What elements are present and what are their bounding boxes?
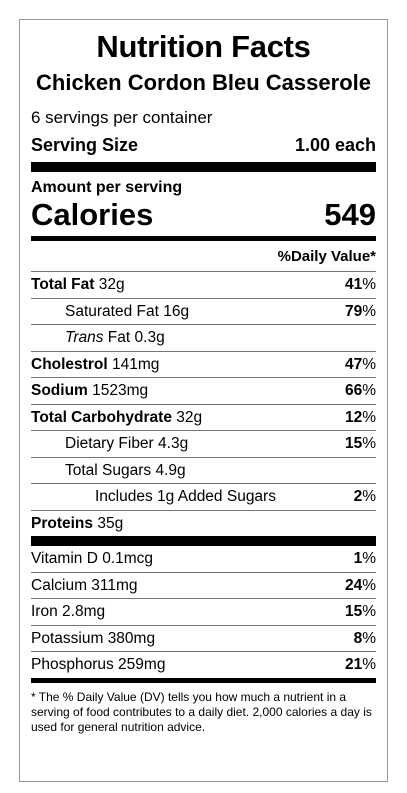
label-title: Nutrition Facts xyxy=(96,29,311,64)
nutrient-name-suffix: Fat xyxy=(107,329,131,346)
vitamin-row-vitamin-d: Vitamin D 0.1mcg 1% xyxy=(31,546,376,572)
nutrient-dv: 47% xyxy=(344,355,376,373)
nutrient-amount: 16g xyxy=(163,302,190,320)
nutrient-amount: 0.3g xyxy=(134,329,165,346)
nutrient-dv: 79% xyxy=(344,302,376,320)
nutrient-dv: 66% xyxy=(344,382,376,399)
product-name: Chicken Cordon Bleu Casserole xyxy=(36,70,371,95)
nutrient-amount: 32g xyxy=(98,276,125,293)
nutrient-dv: 15% xyxy=(344,435,376,452)
nutrient-amount: 141mg xyxy=(111,355,160,373)
divider-medium xyxy=(31,677,376,683)
divider-thick xyxy=(31,162,376,172)
nutrient-amount: 32g xyxy=(176,408,203,426)
vitamin-row-potassium: Potassium 380mg 8% xyxy=(31,624,376,652)
nutrient-amount: 259mg xyxy=(118,656,166,673)
nutrient-name: Calcium xyxy=(31,576,87,594)
nutrient-amount: 0.1mcg xyxy=(102,550,154,567)
calories-value: 549 xyxy=(324,197,376,232)
nutrient-name: Proteins xyxy=(31,514,94,532)
nutrient-dv: 1% xyxy=(353,550,376,567)
nutrient-name: Dietary Fiber xyxy=(65,435,154,452)
nutrient-amount: 35g xyxy=(97,514,124,532)
nutrient-name: Iron xyxy=(31,603,58,620)
divider-medium xyxy=(31,236,376,241)
nutrient-dv: 12% xyxy=(344,408,376,426)
nutrient-amount: 4.9g xyxy=(155,461,186,479)
daily-value-footnote: * The % Daily Value (DV) tells you how m… xyxy=(31,689,372,734)
nutrient-name: Total Carbohydrate xyxy=(31,408,172,426)
nutrient-name: Vitamin D xyxy=(31,550,98,567)
nutrient-name: Total Fat xyxy=(31,276,95,293)
nutrient-row-total-sugars: Total Sugars 4.9g xyxy=(31,456,376,484)
nutrient-row-trans-fat: Trans Fat 0.3g xyxy=(31,324,376,351)
nutrient-amount: 311mg xyxy=(91,576,138,594)
nutrient-name: Trans xyxy=(65,329,104,346)
nutrient-dv: 41% xyxy=(344,276,376,293)
nutrient-amount: 380mg xyxy=(107,629,156,647)
nutrient-row-saturated-fat: Saturated Fat 16g 79% xyxy=(31,297,376,325)
nutrient-dv: 2% xyxy=(353,488,376,505)
nutrient-name: Sodium xyxy=(31,382,88,399)
calories-label: Calories xyxy=(31,197,154,232)
nutrient-name: Phosphorus xyxy=(31,656,114,673)
nutrient-row-cholesterol: Cholestrol 141mg 47% xyxy=(31,350,376,378)
nutrient-name: Saturated Fat xyxy=(65,302,159,320)
nutrient-name: Potassium xyxy=(31,629,104,647)
nutrition-facts-label: Nutrition Facts Chicken Cordon Bleu Cass… xyxy=(19,19,388,782)
vitamin-row-phosphorus: Phosphorus 259mg 21% xyxy=(31,651,376,678)
nutrient-dv: 8% xyxy=(353,629,376,647)
daily-value-header: %Daily Value* xyxy=(277,248,376,265)
vitamin-row-calcium: Calcium 311mg 24% xyxy=(31,571,376,599)
serving-size-value: 1.00 each xyxy=(294,135,376,155)
nutrient-row-dietary-fiber: Dietary Fiber 4.3g 15% xyxy=(31,430,376,457)
divider-thick xyxy=(31,536,376,546)
nutrient-name: Cholestrol xyxy=(31,355,108,373)
nutrient-amount: 2.8mg xyxy=(62,603,106,620)
calories-row: Calories 549 xyxy=(31,197,376,233)
servings-per-container: 6 servings per container xyxy=(31,108,213,127)
nutrient-row-sodium: Sodium 1523mg 66% xyxy=(31,377,376,404)
nutrient-row-total-carbohydrate: Total Carbohydrate 32g 12% xyxy=(31,403,376,431)
vitamin-row-iron: Iron 2.8mg 15% xyxy=(31,598,376,625)
nutrient-amount: 1523mg xyxy=(92,382,149,399)
nutrient-dv: 24% xyxy=(344,576,376,594)
amount-per-serving: Amount per serving xyxy=(31,179,183,196)
nutrient-row-proteins: Proteins 35g xyxy=(31,509,376,537)
nutrient-dv: 15% xyxy=(344,603,376,620)
serving-size-row: Serving Size 1.00 each xyxy=(31,134,376,156)
nutrient-amount: 4.3g xyxy=(158,435,189,452)
nutrient-name: Total Sugars xyxy=(65,461,152,479)
nutrient-row-added-sugars: Includes 1g Added Sugars 2% xyxy=(31,483,376,510)
nutrient-row-total-fat: Total Fat 32g 41% xyxy=(31,271,376,298)
nutrient-dv: 21% xyxy=(344,656,376,673)
nutrient-name: Includes 1g Added Sugars xyxy=(95,488,276,505)
serving-size-label: Serving Size xyxy=(31,135,139,155)
